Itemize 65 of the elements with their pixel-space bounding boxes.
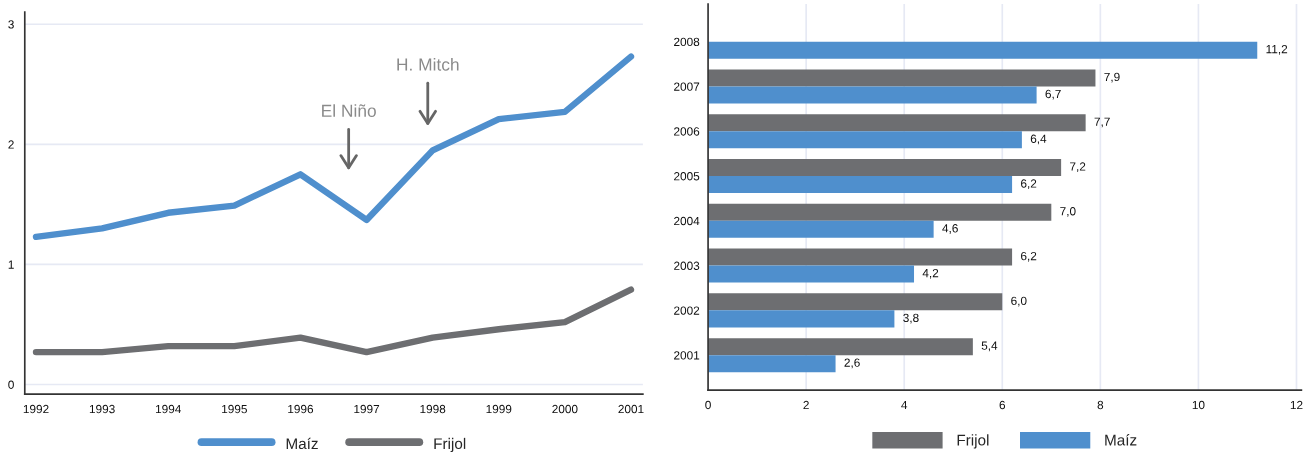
legend-label: Frijol	[957, 434, 989, 449]
bar	[708, 338, 973, 356]
bar	[708, 265, 915, 283]
y-tick-label: 2008	[674, 37, 700, 47]
data-label: 7,0	[1060, 207, 1076, 217]
data-label: 7,7	[1094, 117, 1110, 128]
bar	[708, 355, 836, 373]
x-tick-label: 1993	[89, 404, 115, 414]
bar	[708, 248, 1013, 266]
x-tick-label: 0	[705, 400, 711, 410]
y-tick-label: 2004	[674, 216, 700, 226]
y-tick-label: 0	[8, 380, 14, 389]
x-tick-label: 10	[1192, 400, 1205, 410]
data-label: 7,2	[1070, 162, 1086, 173]
y-tick-label: 2007	[674, 82, 700, 91]
data-label: 6,2	[1021, 179, 1037, 190]
x-tick-label: 8	[1097, 400, 1104, 410]
data-label: 4,6	[942, 224, 958, 234]
legend-label: Maíz	[286, 437, 318, 450]
bar	[708, 203, 1052, 221]
x-tick-label: 12	[1290, 400, 1303, 410]
y-tick-label: 2003	[674, 261, 700, 270]
x-tick-label: 1998	[420, 404, 446, 414]
data-label: 5,4	[981, 341, 998, 352]
y-tick-label: 3	[8, 20, 14, 29]
data-label: 6,4	[1030, 134, 1047, 145]
x-tick-label: 6	[999, 400, 1006, 410]
x-tick-label: 1999	[486, 404, 512, 414]
bar	[708, 293, 1003, 311]
bar	[708, 114, 1086, 132]
x-tick-label: 4	[901, 400, 908, 410]
x-tick-label: 1994	[156, 404, 182, 414]
x-tick-label: 1995	[222, 404, 247, 414]
bar	[708, 176, 1013, 194]
legend-label: Maíz	[1105, 434, 1137, 446]
y-tick-label: 2002	[674, 306, 700, 315]
x-tick-label: 2	[803, 400, 809, 410]
data-label: 6,0	[1011, 296, 1027, 307]
x-tick-label: 1996	[288, 404, 314, 414]
bar	[708, 86, 1037, 104]
data-label: 2,6	[844, 358, 860, 369]
y-tick-label: 2001	[674, 351, 700, 360]
data-label: 4,2	[922, 268, 939, 279]
y-tick-label: 1	[8, 260, 14, 269]
legend-label: Frijol	[434, 437, 466, 452]
bar	[708, 220, 934, 238]
bar	[708, 310, 895, 328]
y-tick-label: 2	[8, 140, 14, 149]
bar	[708, 159, 1062, 177]
data-label: 3,8	[903, 313, 919, 324]
data-label: 11,2	[1266, 45, 1288, 55]
x-tick-label: 1997	[354, 404, 380, 414]
y-tick-label: 2005	[674, 172, 700, 181]
annotation: El Niño	[322, 104, 376, 117]
data-label: 6,2	[1021, 251, 1037, 262]
y-tick-label: 2006	[674, 127, 700, 136]
x-tick-label: 1992	[23, 404, 49, 414]
bar	[708, 131, 1022, 149]
data-label: 6,7	[1045, 89, 1061, 100]
x-tick-label: 2001	[618, 404, 644, 414]
bar	[708, 69, 1096, 87]
annotation: H. Mitch	[397, 57, 459, 71]
bar	[708, 41, 1258, 59]
data-label: 7,9	[1104, 72, 1120, 83]
x-tick-label: 2000	[552, 404, 578, 414]
